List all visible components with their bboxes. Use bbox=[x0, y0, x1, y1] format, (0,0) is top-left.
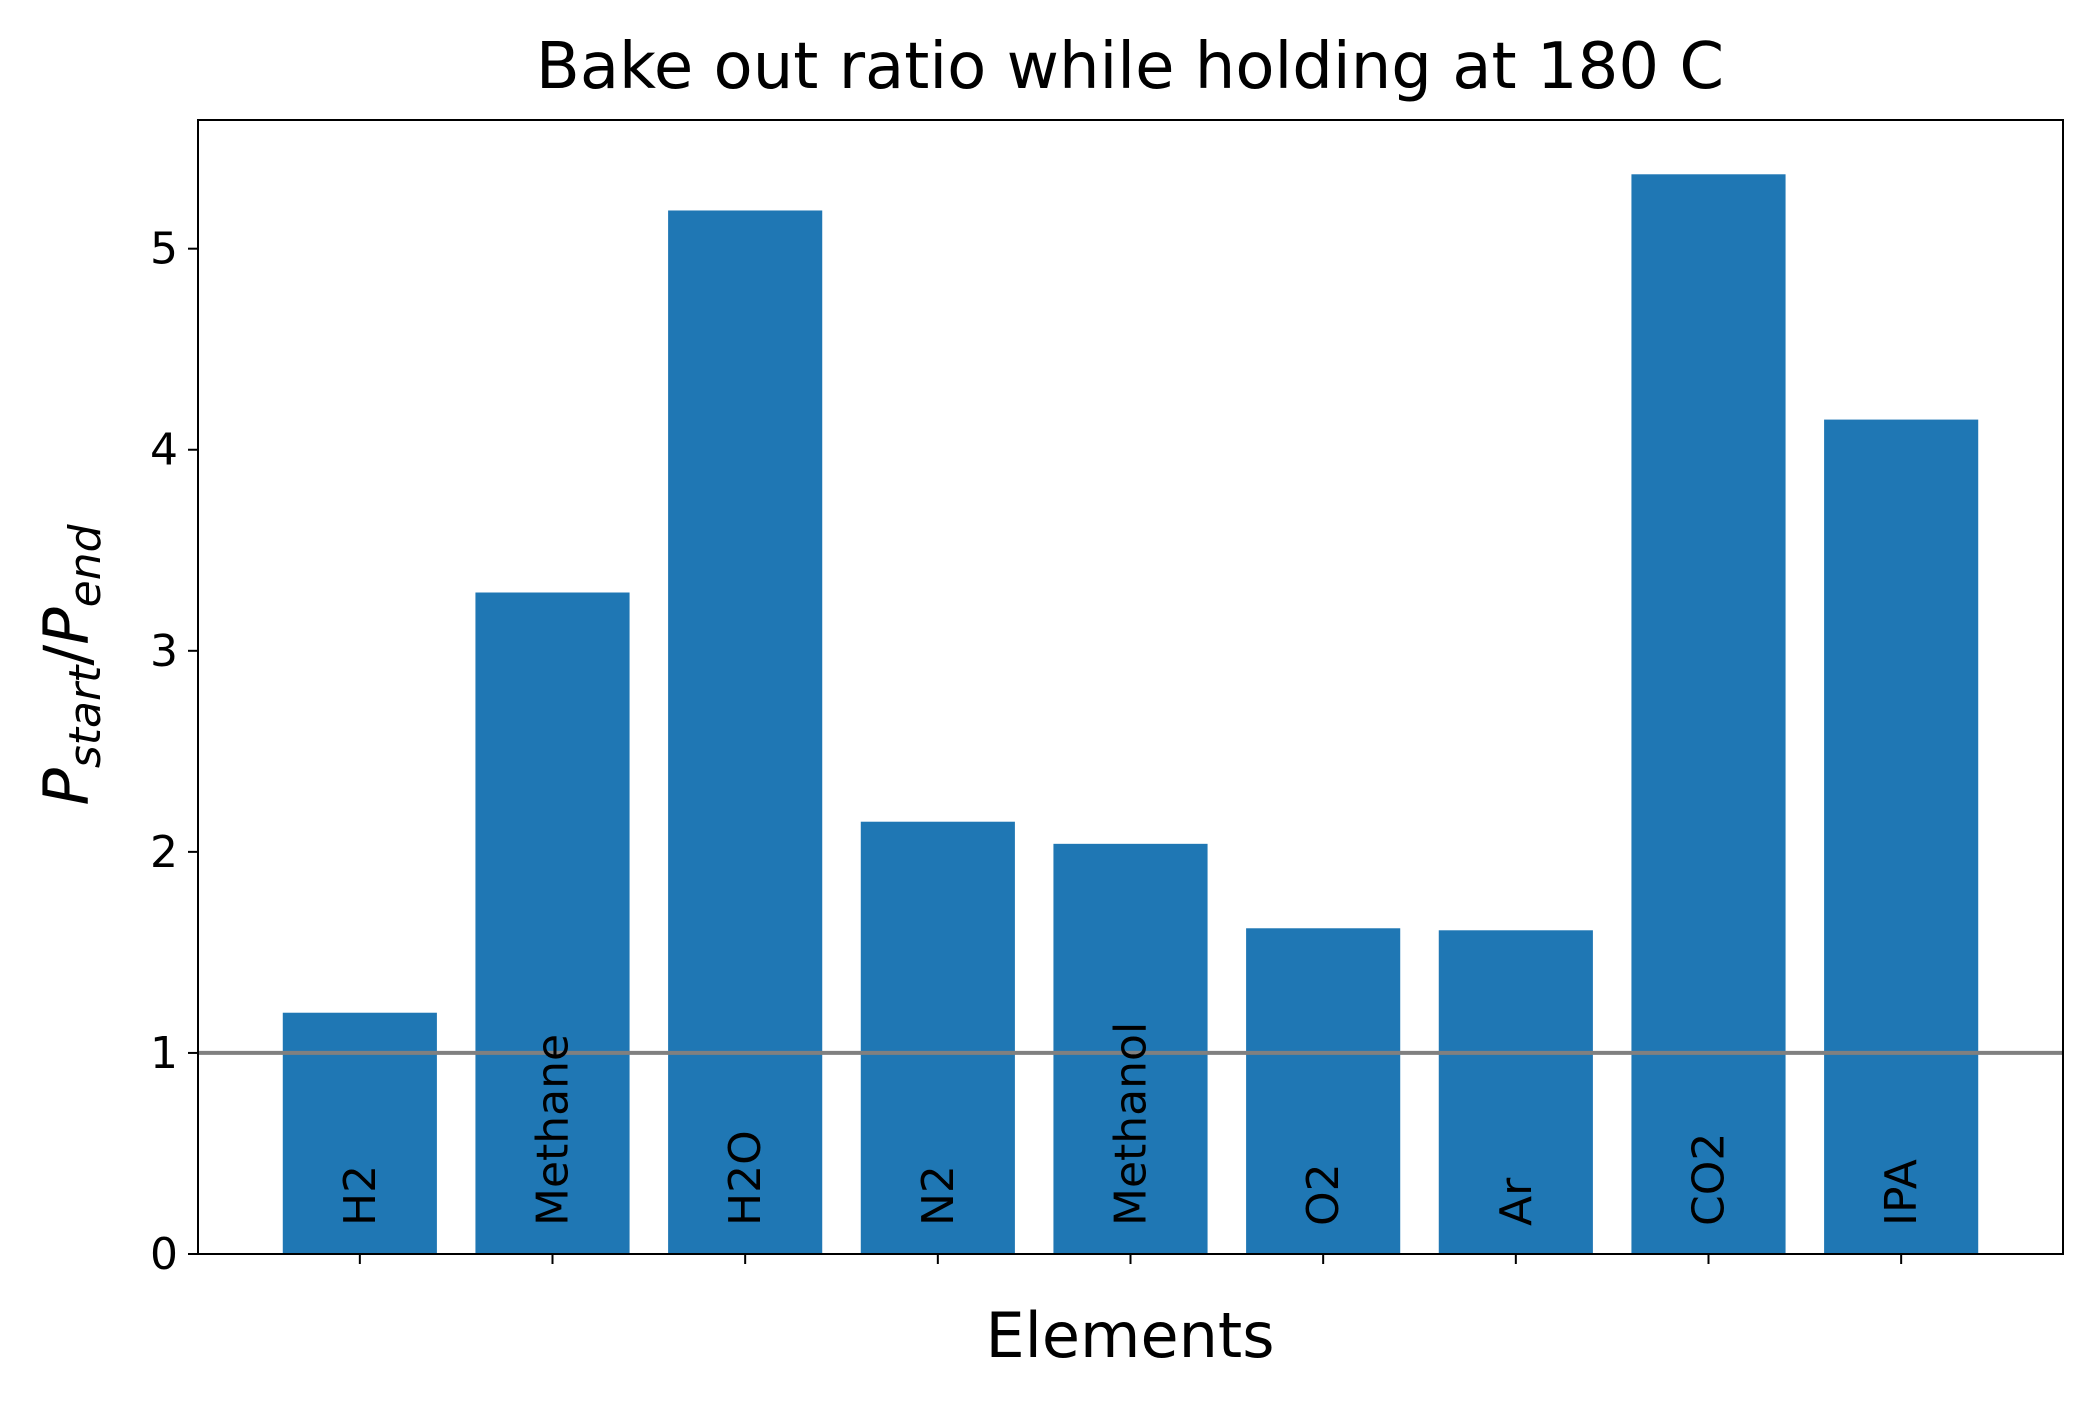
y-axis-label-separator: / bbox=[30, 645, 103, 666]
bar-label-h2: H2 bbox=[335, 1165, 386, 1226]
axes-frame bbox=[197, 119, 2064, 1255]
y-tick-label-4: 4 bbox=[150, 425, 178, 476]
bar-ar bbox=[1438, 930, 1593, 1254]
bar-label-co2: CO2 bbox=[1683, 1133, 1734, 1226]
bar-label-methane: Methane bbox=[528, 1034, 579, 1226]
bar-ipa bbox=[1824, 419, 1979, 1255]
bar-h2o bbox=[668, 210, 823, 1254]
y-tick-label-0: 0 bbox=[150, 1229, 178, 1280]
y-axis-label-sub-start: start bbox=[60, 664, 111, 768]
bar-co2 bbox=[1631, 174, 1786, 1254]
bar-o2 bbox=[1246, 928, 1401, 1254]
bar-label-methanol: Methanol bbox=[1106, 1022, 1157, 1226]
bar-label-ar: Ar bbox=[1491, 1177, 1542, 1226]
y-axis-label: Pstart/Pend bbox=[30, 523, 111, 805]
bar-label-h2o: H2O bbox=[720, 1130, 771, 1226]
y-tick-label-5: 5 bbox=[150, 224, 178, 275]
bar-label-n2: N2 bbox=[913, 1165, 964, 1226]
y-axis-label-sub-end: end bbox=[60, 523, 111, 607]
svg-text:Pstart/Pend: Pstart/Pend bbox=[30, 523, 111, 805]
plot-area: H2 Methane H2O N2 Methanol O2 Ar CO2 IPA 0 1 2 3 4 5 bbox=[150, 174, 2063, 1280]
bar-methanol bbox=[1053, 843, 1208, 1254]
bar-n2 bbox=[860, 821, 1015, 1254]
y-tick-label-1: 1 bbox=[150, 1028, 178, 1079]
chart-title: Bake out ratio while holding at 180 C bbox=[536, 30, 1724, 104]
y-tick-label-2: 2 bbox=[150, 827, 178, 878]
bar-label-o2: O2 bbox=[1298, 1163, 1349, 1226]
bar-methane bbox=[475, 592, 630, 1254]
bar-label-ipa: IPA bbox=[1876, 1159, 1927, 1226]
y-axis-label-base-2: P bbox=[30, 607, 103, 645]
x-axis-label: Elements bbox=[986, 1299, 1275, 1372]
y-axis-label-base: P bbox=[30, 768, 103, 806]
y-tick-label-3: 3 bbox=[150, 626, 178, 677]
